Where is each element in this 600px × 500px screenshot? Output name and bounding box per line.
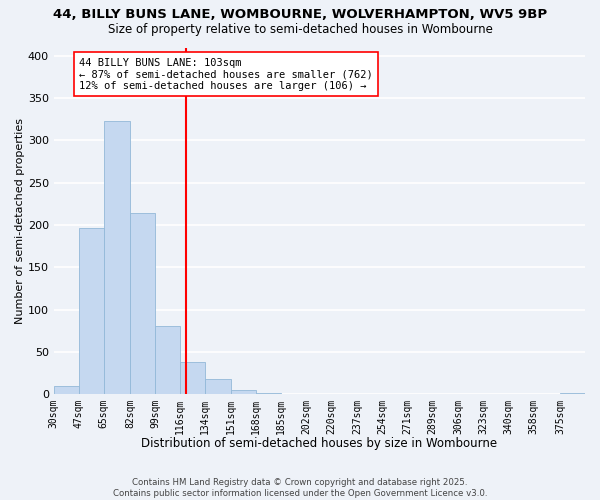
Bar	[232, 390, 256, 394]
Text: 44, BILLY BUNS LANE, WOMBOURNE, WOLVERHAMPTON, WV5 9BP: 44, BILLY BUNS LANE, WOMBOURNE, WOLVERHA…	[53, 8, 547, 20]
Bar	[130, 213, 155, 394]
Text: 44 BILLY BUNS LANE: 103sqm
← 87% of semi-detached houses are smaller (762)
12% o: 44 BILLY BUNS LANE: 103sqm ← 87% of semi…	[79, 58, 373, 91]
Bar	[180, 362, 205, 394]
Text: Size of property relative to semi-detached houses in Wombourne: Size of property relative to semi-detach…	[107, 22, 493, 36]
Bar	[54, 386, 79, 394]
X-axis label: Distribution of semi-detached houses by size in Wombourne: Distribution of semi-detached houses by …	[142, 437, 497, 450]
Bar	[205, 379, 232, 394]
Bar	[155, 326, 180, 394]
Text: Contains HM Land Registry data © Crown copyright and database right 2025.
Contai: Contains HM Land Registry data © Crown c…	[113, 478, 487, 498]
Bar	[79, 228, 104, 394]
Y-axis label: Number of semi-detached properties: Number of semi-detached properties	[15, 118, 25, 324]
Bar	[104, 121, 130, 394]
